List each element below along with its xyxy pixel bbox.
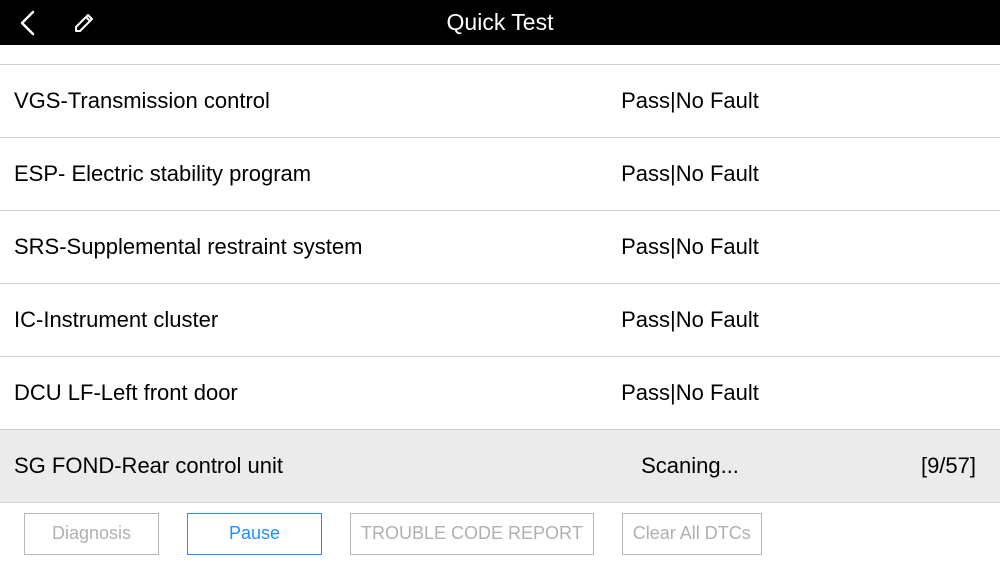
test-name: SRS-Supplemental restraint system (14, 234, 514, 260)
test-progress: [9/57] (866, 453, 986, 479)
edit-icon[interactable] (71, 10, 97, 36)
back-icon[interactable] (15, 10, 41, 36)
test-name: SG FOND-Rear control unit (14, 453, 514, 479)
test-list: VGS-Transmission control Pass|No Fault E… (0, 45, 1000, 503)
header-left (0, 10, 97, 36)
test-name: VGS-Transmission control (14, 88, 514, 114)
test-status: Pass|No Fault (514, 307, 866, 333)
test-name: IC-Instrument cluster (14, 307, 514, 333)
test-status: Scaning... (514, 453, 866, 479)
list-spacer (0, 45, 1000, 65)
test-row[interactable]: IC-Instrument cluster Pass|No Fault (0, 284, 1000, 357)
trouble-code-report-button[interactable]: TROUBLE CODE REPORT (350, 513, 594, 555)
test-row[interactable]: VGS-Transmission control Pass|No Fault (0, 65, 1000, 138)
test-status: Pass|No Fault (514, 380, 866, 406)
bottom-bar: Diagnosis Pause TROUBLE CODE REPORT Clea… (0, 505, 1000, 563)
test-status: Pass|No Fault (514, 88, 866, 114)
test-row[interactable]: DCU LF-Left front door Pass|No Fault (0, 357, 1000, 430)
test-name: DCU LF-Left front door (14, 380, 514, 406)
trouble-code-report-label: TROUBLE CODE REPORT (361, 524, 583, 544)
page-title: Quick Test (447, 9, 554, 36)
test-row[interactable]: ESP- Electric stability program Pass|No … (0, 138, 1000, 211)
test-status: Pass|No Fault (514, 161, 866, 187)
pause-button[interactable]: Pause (187, 513, 322, 555)
clear-all-dtcs-button[interactable]: Clear All DTCs (622, 513, 762, 555)
header: Quick Test (0, 0, 1000, 45)
test-status: Pass|No Fault (514, 234, 866, 260)
diagnosis-button[interactable]: Diagnosis (24, 513, 159, 555)
test-row-active[interactable]: SG FOND-Rear control unit Scaning... [9/… (0, 430, 1000, 503)
test-name: ESP- Electric stability program (14, 161, 514, 187)
test-row[interactable]: SRS-Supplemental restraint system Pass|N… (0, 211, 1000, 284)
